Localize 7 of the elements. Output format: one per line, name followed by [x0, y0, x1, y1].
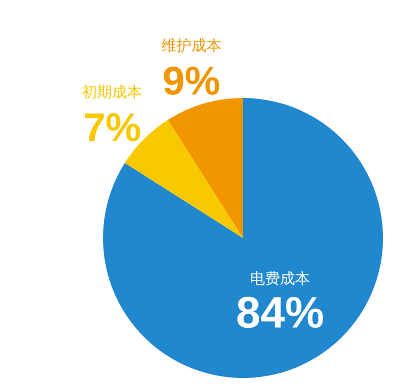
data-label: 9%: [162, 59, 220, 104]
data-label: 84%: [236, 288, 324, 338]
slice-label: 维护成本: [161, 36, 222, 54]
slice-label: 电费成本: [250, 269, 310, 288]
data-label: 7%: [83, 106, 142, 150]
slice-label: 初期成本: [82, 83, 142, 102]
pie-slice: [168, 98, 243, 238]
